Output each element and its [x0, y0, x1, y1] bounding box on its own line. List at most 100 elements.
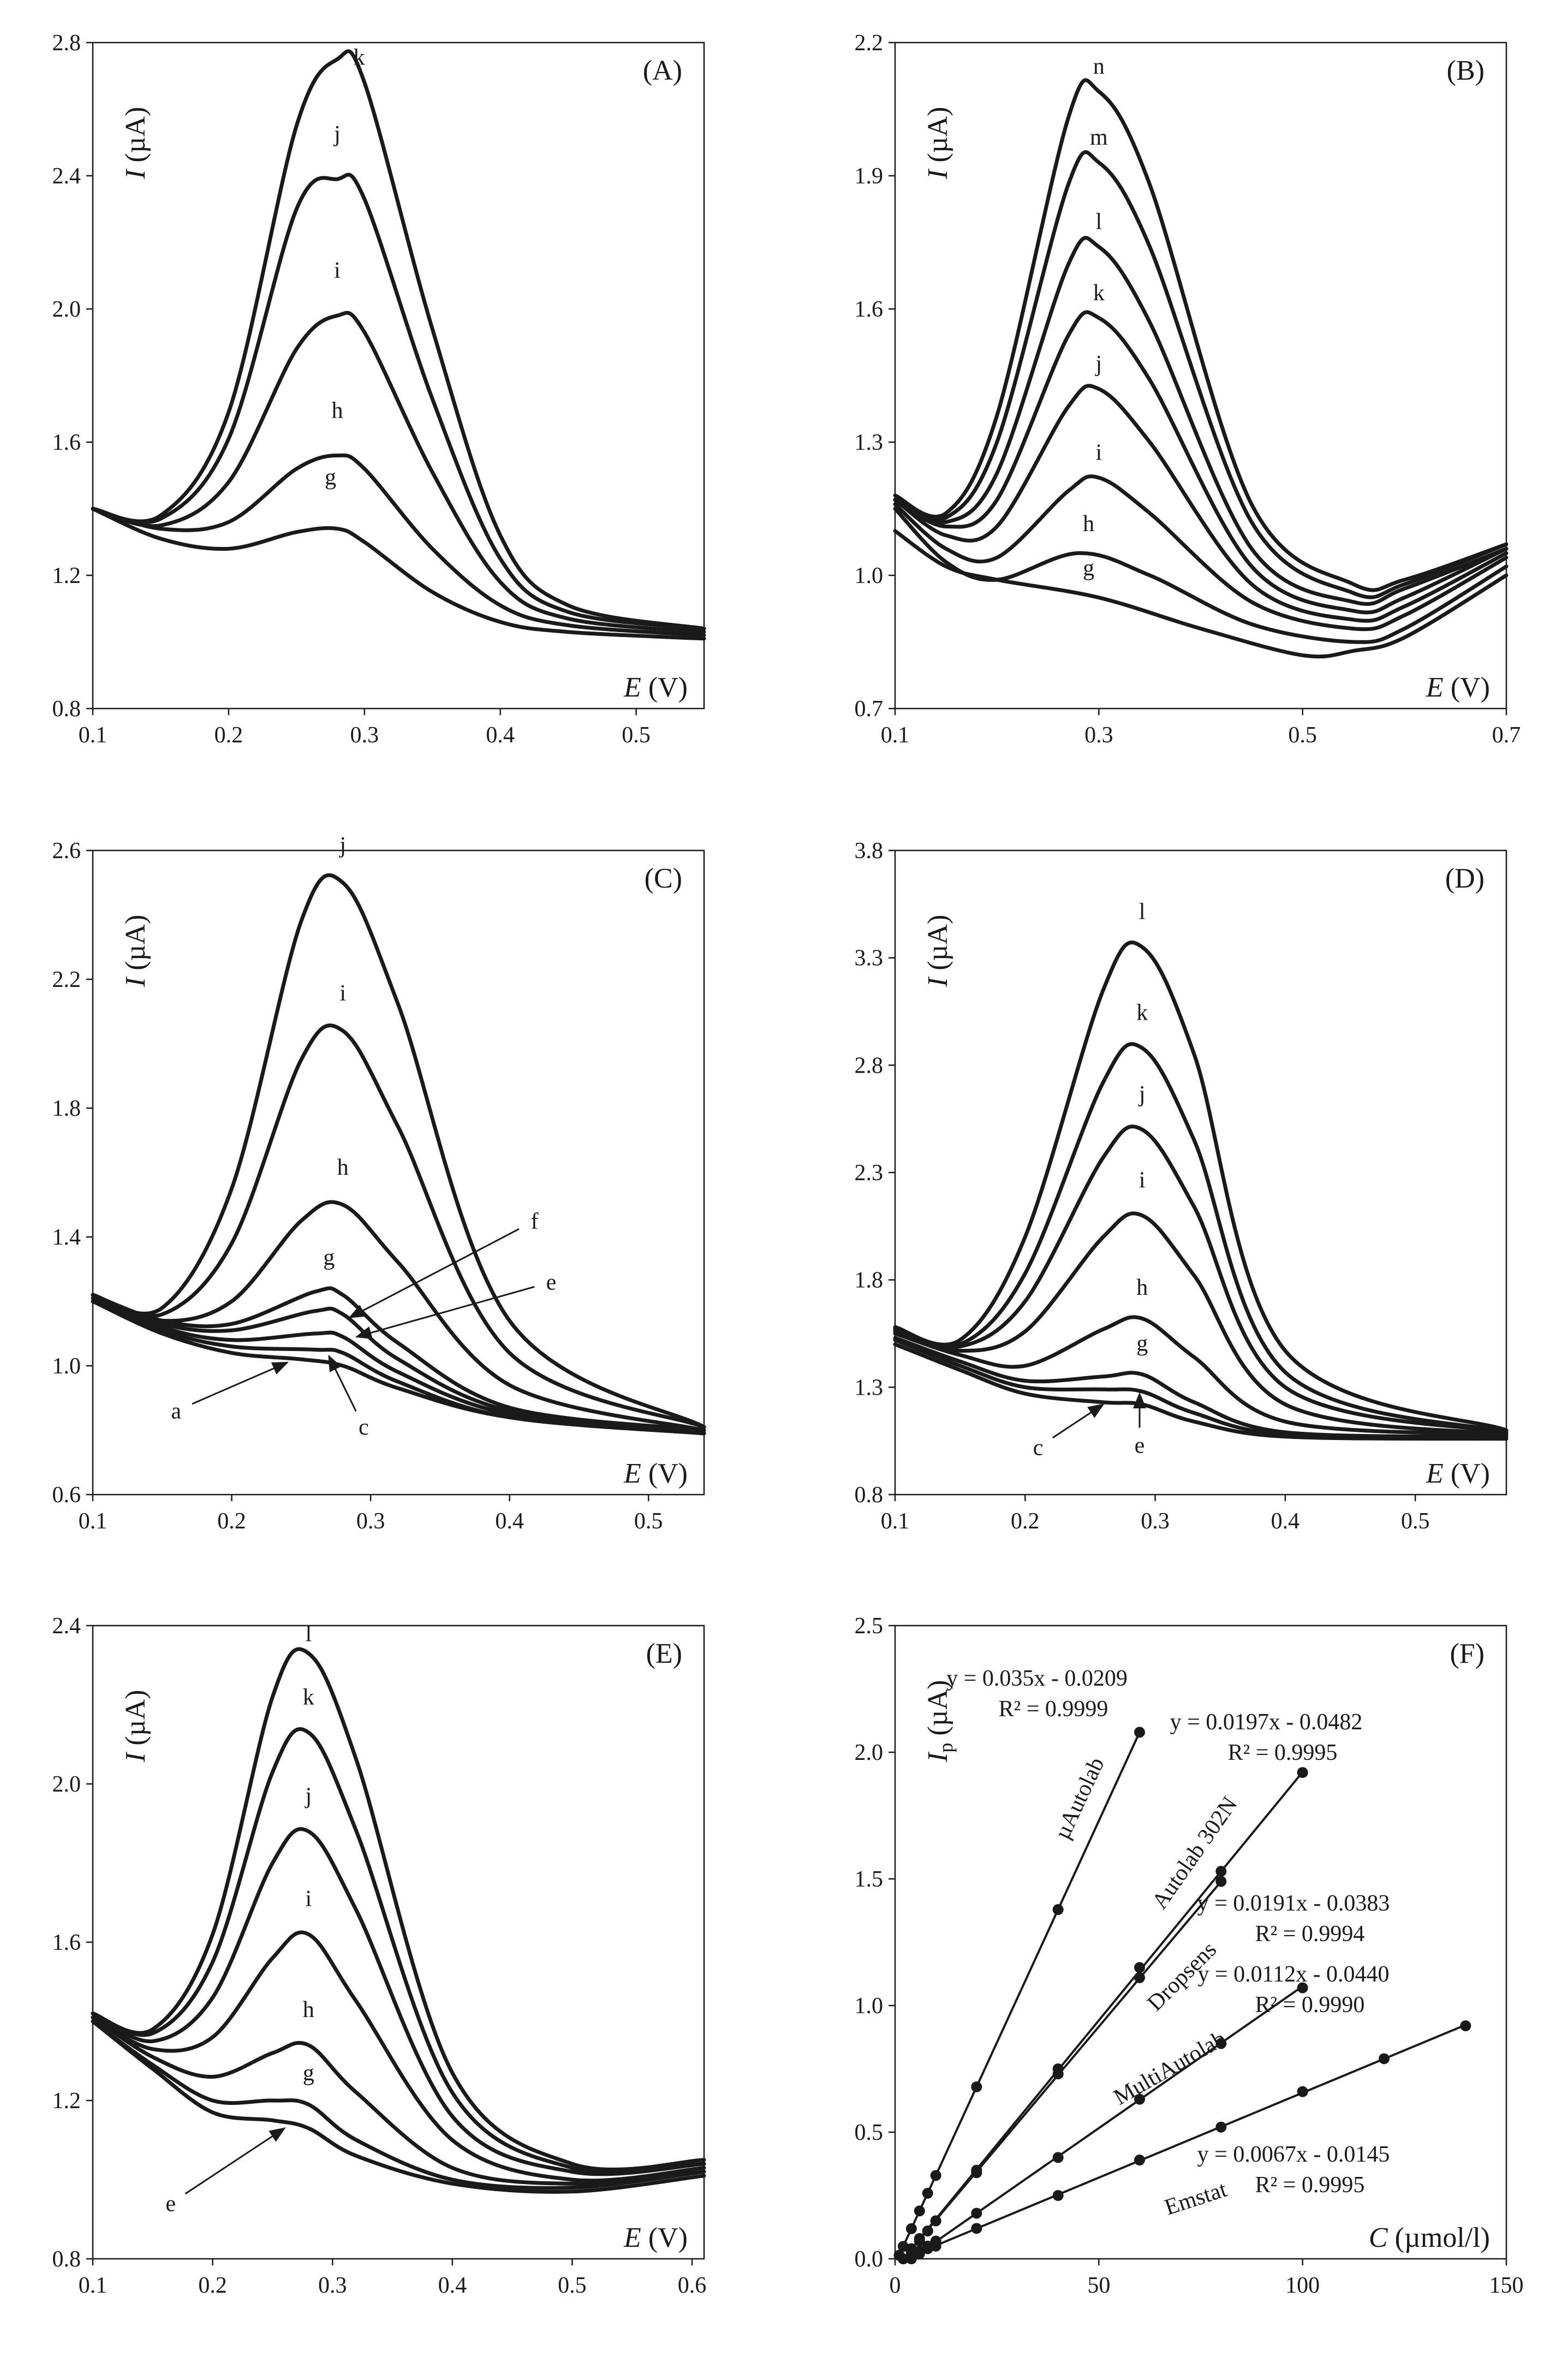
arrow-label-e: e [165, 2192, 176, 2217]
curve-label-j: j [1138, 1082, 1146, 1107]
x-tick-label: 0.5 [1288, 723, 1317, 748]
y-tick-label: 1.0 [855, 563, 884, 588]
curve-n [893, 78, 1509, 592]
arrow-label-c: c [1033, 1435, 1044, 1460]
data-point [1052, 2190, 1064, 2201]
curve-label-h: h [337, 1155, 349, 1180]
x-tick-label: 0.3 [356, 1509, 385, 1534]
curve-label-h: h [1136, 1275, 1148, 1300]
data-point [1052, 1904, 1064, 1915]
curve-i [91, 1024, 706, 1429]
curve-h [91, 1200, 706, 1432]
x-axis-label: E (V) [623, 672, 688, 703]
plot-frame [92, 1625, 705, 2260]
regression-equation: y = 0.0191x - 0.0383 [1197, 1891, 1390, 1916]
curve-i [91, 311, 706, 634]
y-tick-label: 1.0 [855, 1994, 884, 2019]
data-point [1052, 2068, 1064, 2080]
curve-label-i: i [1095, 441, 1102, 466]
curve-g [91, 1286, 706, 1432]
curve-label-i: i [305, 1887, 312, 1912]
data-point [930, 2240, 941, 2252]
x-tick-label: 100 [1285, 2273, 1320, 2298]
data-point [930, 2215, 941, 2227]
x-tick-label: 0.3 [350, 723, 379, 748]
r-squared: R² = 0.9995 [1255, 2173, 1365, 2198]
instrument-label: µAutolab [1050, 1754, 1110, 1843]
r-squared: R² = 0.9995 [1228, 1740, 1338, 1765]
data-point [1215, 2038, 1227, 2049]
x-tick-label: 0.4 [1271, 1509, 1300, 1534]
plot-frame [92, 849, 705, 1496]
curve-label-m: m [1090, 125, 1108, 150]
data-point [971, 2167, 982, 2179]
plot-frame [894, 1625, 1507, 2260]
panel-label: (D) [1445, 863, 1485, 894]
x-tick-label: 0.1 [79, 723, 108, 748]
series-multiautolab: y = 0.0112x - 0.0440 R² = 0.9990 MultiAuto… [905, 1962, 1390, 2264]
r-squared: R² = 0.9990 [1255, 1992, 1365, 2018]
panel-label: (C) [645, 863, 682, 894]
x-tick-label: 0 [890, 2273, 901, 2298]
y-tick-label: 0.6 [52, 1483, 81, 1508]
regression-line [902, 1881, 1222, 2260]
plot-frame [92, 41, 705, 710]
r-squared: R² = 0.9994 [1255, 1921, 1365, 1947]
data-point [1134, 2093, 1145, 2105]
y-tick-label: 2.2 [855, 31, 884, 56]
y-axis-label: I (µA) [922, 107, 953, 180]
arrow-label-e: e [1135, 1433, 1145, 1459]
x-tick-label: 0.3 [318, 2273, 347, 2298]
regression-line [898, 1732, 1141, 2256]
data-point [1134, 1972, 1145, 1983]
curve-label-l: l [1139, 900, 1146, 925]
curve-label-g: g [323, 1245, 335, 1270]
arrow-a [192, 1361, 289, 1405]
curve-label-h: h [1083, 511, 1094, 537]
arrow-label-c: c [359, 1415, 369, 1440]
curve-h [91, 2015, 706, 2186]
y-tick-label: 1.8 [855, 1268, 884, 1293]
curve-l [893, 236, 1509, 606]
y-tick-label: 1.9 [855, 164, 884, 189]
plot-frame [894, 849, 1507, 1496]
panel-label: (A) [643, 55, 682, 86]
data-point [914, 2205, 925, 2217]
y-tick-label: 1.2 [52, 563, 81, 588]
curve-label-k: k [303, 1685, 314, 1710]
x-tick-label: 150 [1489, 2273, 1524, 2298]
y-axis-label: I (µA) [120, 915, 151, 987]
curve-c [893, 1342, 1509, 1441]
x-tick-label: 0.2 [1011, 1509, 1040, 1534]
x-tick-label: 0.5 [634, 1509, 663, 1534]
regression-equation: y = 0.0112x - 0.0440 [1197, 1962, 1389, 1987]
arrow-e [355, 1286, 535, 1340]
curve-label-g: g [1136, 1331, 1148, 1356]
regression-equation: y = 0.035x - 0.0209 [946, 1666, 1128, 1691]
r-squared: R² = 0.9999 [999, 1697, 1108, 1722]
x-tick-label: 0.1 [881, 723, 910, 748]
curve-g [91, 2019, 706, 2190]
curve-label-k: k [1136, 1001, 1148, 1026]
curve-h [893, 1315, 1509, 1437]
curve-label-i: i [334, 258, 341, 283]
y-tick-label: 1.4 [52, 1225, 81, 1250]
x-tick-label: 0.5 [1401, 1509, 1430, 1534]
x-tick-label: 0.3 [1084, 723, 1113, 748]
x-axis-label: E (V) [1426, 672, 1490, 703]
data-point [1052, 2152, 1064, 2163]
arrow-f [348, 1228, 520, 1318]
arrow-label-e: e [546, 1270, 557, 1295]
curve-label-g: g [1083, 556, 1094, 581]
curve-label-g: g [325, 465, 336, 490]
data-point [1215, 2121, 1227, 2133]
x-tick-label: 0.6 [678, 2273, 707, 2298]
curve-k [91, 1727, 706, 2174]
data-point [971, 2223, 982, 2234]
y-tick-label: 1.8 [52, 1096, 81, 1121]
data-point [971, 2208, 982, 2219]
instrument-label: MultiAutolab [1110, 2026, 1230, 2110]
x-tick-label: 0.1 [79, 1509, 108, 1534]
curve-j [893, 1124, 1509, 1435]
